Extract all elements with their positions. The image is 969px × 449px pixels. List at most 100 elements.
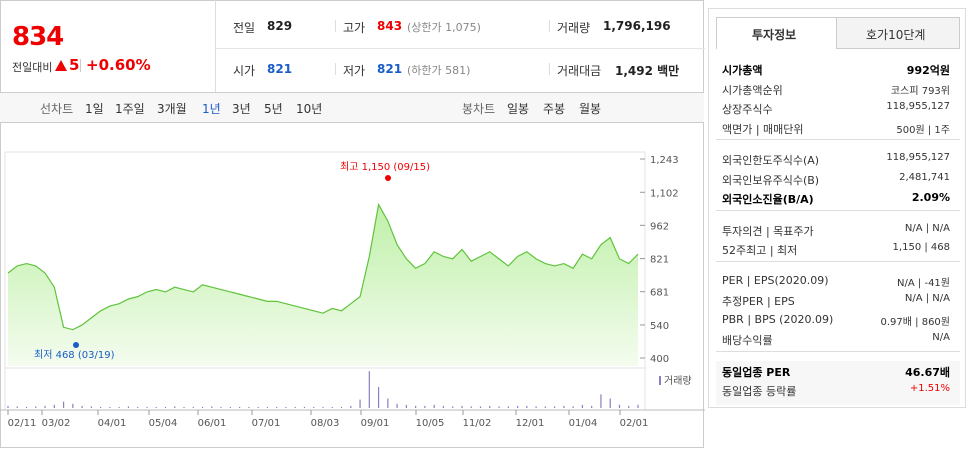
- info-label: 52주최고 | 최저: [722, 244, 798, 257]
- volume-bar: [303, 406, 306, 408]
- volume-bar: [350, 405, 352, 408]
- candle-tab[interactable]: 주봉: [543, 102, 566, 116]
- cell-sep: [549, 20, 550, 32]
- cell-sep: [549, 63, 550, 75]
- volume-bar: [628, 405, 630, 408]
- info-value: N/A | N/A: [904, 293, 950, 304]
- tab-bar: [0, 92, 704, 123]
- volume-bar: [211, 406, 213, 408]
- volume-bar: [387, 398, 389, 408]
- volume-bar: [183, 406, 185, 408]
- volume-bar: [461, 405, 463, 408]
- period-tab[interactable]: 1주일: [115, 102, 145, 116]
- info-label: 시가총액: [722, 64, 763, 77]
- volume-bar: [109, 406, 111, 408]
- volume-bar: [276, 406, 278, 408]
- info-label: 추정PER | EPS: [722, 295, 795, 308]
- cells-border: [215, 0, 216, 92]
- cell-label: 거래량: [557, 21, 591, 35]
- volume-bar: [257, 406, 259, 408]
- x-tick-label: 10/05: [416, 418, 445, 429]
- info-label: 외국인보유주식수(B): [722, 173, 820, 187]
- right-panel: [708, 8, 966, 408]
- volume-bar: [544, 406, 546, 408]
- volume-bar: [220, 406, 222, 408]
- cell-label: 거래대금: [557, 64, 602, 78]
- volume-bar: [16, 406, 18, 408]
- volume-bar: [7, 405, 9, 408]
- info-label: 액면가 | 매매단위: [722, 122, 804, 136]
- volume-bar: [554, 406, 556, 408]
- info-label: 상장주식수: [722, 103, 773, 116]
- volume-bar: [44, 405, 46, 408]
- info-value: N/A | -41원: [897, 277, 950, 289]
- cell-label: 저가: [343, 64, 366, 78]
- volume-bar: [53, 404, 55, 408]
- volume-bar: [313, 406, 315, 408]
- info-value: 2,481,741: [899, 171, 950, 183]
- info-value: N/A: [932, 332, 950, 343]
- volume-bar: [618, 404, 621, 408]
- high-dot: [385, 175, 391, 181]
- cell-value: 829: [267, 19, 293, 33]
- x-tick-label: 09/01: [361, 418, 390, 429]
- y-tick-label: 962: [650, 221, 669, 232]
- volume-border: [4, 367, 646, 411]
- info-label: 외국인소진율(B/A): [722, 193, 814, 206]
- cell-value: 821: [267, 62, 293, 76]
- volume-key: [659, 376, 661, 385]
- volume-bar: [470, 406, 472, 408]
- info-tab[interactable]: 호가10단계: [866, 28, 926, 42]
- volume-bar: [192, 406, 194, 408]
- volume-bar: [581, 404, 584, 408]
- y-tick-label: 821: [650, 255, 669, 266]
- volume-bar: [35, 406, 37, 408]
- volume-bar: [609, 398, 611, 408]
- volume-bar: [377, 387, 380, 408]
- x-tick-label: 04/01: [98, 418, 127, 429]
- volume-bar: [127, 406, 130, 408]
- volume-bar: [405, 404, 407, 408]
- x-tick-label: 03/02: [42, 418, 71, 429]
- sep: [80, 59, 81, 72]
- cell-value: 821: [377, 62, 403, 76]
- period-tab[interactable]: 10년: [296, 102, 323, 116]
- period-tab[interactable]: 3년: [232, 102, 251, 116]
- volume-bar: [285, 406, 287, 408]
- candle-tab[interactable]: 월봉: [579, 102, 602, 116]
- period-tab[interactable]: 5년: [264, 102, 283, 116]
- x-tick-label: 06/01: [198, 418, 227, 429]
- info-tab[interactable]: 투자정보: [752, 28, 797, 42]
- period-tab[interactable]: 1일: [85, 102, 104, 116]
- low-label: 최저 468 (03/19): [34, 349, 115, 361]
- period-tab[interactable]: 1년: [202, 102, 221, 116]
- info-label: 투자의견 | 목표주가: [722, 224, 814, 238]
- candle-tab[interactable]: 일봉: [507, 102, 530, 116]
- volume-bar: [62, 401, 65, 408]
- volume-bar: [637, 404, 639, 408]
- low-dot: [73, 342, 79, 348]
- period-tab[interactable]: 3개월: [157, 102, 187, 116]
- x-tick-label: 11/02: [463, 418, 492, 429]
- cell-label: 시가: [233, 64, 256, 78]
- volume-bar: [239, 406, 241, 408]
- cell-sep: [335, 63, 336, 75]
- y-tick-label: 540: [650, 321, 669, 332]
- x-tick-label: 12/01: [516, 418, 545, 429]
- info-value: 118,955,127: [886, 101, 950, 112]
- x-tick-label: 07/01: [252, 418, 281, 429]
- info-label: 동일업종 등락률: [722, 385, 797, 398]
- chart: 1,243 1,102 962 821 681 540 400 최고 1,150 (09/15…: [0, 151, 705, 429]
- volume-bar: [118, 406, 120, 408]
- volume-bar: [535, 406, 537, 408]
- volume-label: 거래량: [664, 375, 692, 387]
- cell-label: 전일: [233, 21, 256, 35]
- info-value: 118,955,127: [886, 152, 950, 163]
- volume-bar: [433, 404, 435, 408]
- volume-bar: [452, 406, 454, 408]
- cell-extra: (하한가 581): [407, 64, 471, 77]
- volume-bar: [164, 406, 167, 408]
- cell-label: 고가: [343, 21, 366, 35]
- info-value: 500원 | 1주: [896, 124, 950, 136]
- volume-bar: [90, 406, 92, 408]
